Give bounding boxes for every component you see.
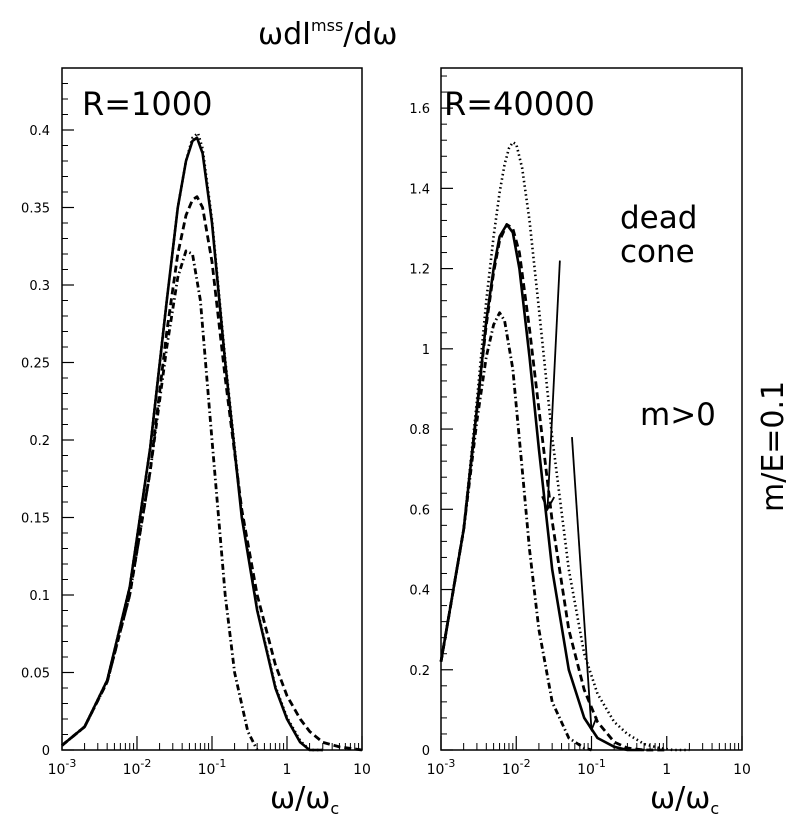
y-tick-label: 0.1 [29,589,50,604]
curves-left [61,131,363,752]
y-axis-left: 0 0.05 0.1 0.15 0.2 0.25 0.3 0.35 0.4 [21,83,74,759]
annotation-text: cone [620,234,695,270]
x-axis-title-main: ω/ω [650,781,710,816]
series-dashed-curve [439,223,667,752]
y-tick-label: 0.8 [409,423,430,438]
y-tick-label: 0.2 [29,434,50,449]
x-tick-label: 10-2 [123,757,152,778]
annotation-text: m>0 [640,397,716,433]
series-dotted-curve [439,140,690,752]
series-dashdot-curve [61,249,259,751]
x-axis-title-sub: c [710,799,719,818]
panel-left: 00.050.10.150.20.250.30.350.4 10-3 10-2 10… [21,67,371,818]
y-tick-label: 0 [422,744,430,759]
y-tick-label: 0.05 [21,667,50,682]
x-tick-label: 1 [662,762,671,778]
y-tick-label: 0.6 [409,503,430,518]
series-dashed-curve [61,195,363,752]
figure-title-tail: /dω [343,17,397,52]
figure-title: ωdImss/dω [258,16,398,52]
y-tick-label: 1.2 [409,263,430,278]
x-axis-title-main: ω/ω [270,781,330,816]
panel-label-right: R=40000 [444,85,595,123]
side-label: m/E=0.1 [756,381,788,512]
x-axis-left: 10-3 10-2 10-1 1 10 [48,736,371,778]
y-tick-label: 0.4 [409,584,430,599]
x-tick-label: 10 [733,762,751,778]
annotation-arrow [571,437,593,731]
x-tick-label: 10-2 [502,757,531,778]
plot-frame-left [61,67,363,751]
annotation-arrowhead [583,716,598,733]
y-tick-label: 0.15 [21,512,50,527]
y-tick-label: 0.2 [409,664,430,679]
y-tick-label: 0 [42,744,50,759]
x-tick-label: 1 [283,762,292,778]
x-tick-label: 10-3 [427,757,456,778]
annotation-arrow [546,260,561,510]
y-tick-label: 0.3 [29,279,50,294]
y-tick-label: 0.25 [21,357,50,372]
figure-title-sup: mss [311,16,343,35]
panel-right: 00.20.40.60.811.21.41.6 10-3 10-2 10-1 1 10 … [409,67,751,818]
y-tick-label: 1.6 [409,102,430,117]
y-axis-right: 0 0.2 0.4 0.6 0.8 1 1.2 1.4 1.6 [409,75,453,759]
series-dashdot-curve [439,311,592,752]
y-tick-label: 1.4 [409,182,430,197]
y-tick-label: 0.35 [21,202,50,217]
annotation-text: dead [620,200,697,236]
y-tick-label: 1 [422,343,430,358]
x-axis-right: 10-3 10-2 10-1 1 10 [427,736,751,778]
x-tick-label: 10-1 [198,757,227,778]
series-dotted-curve [61,131,323,752]
annotation-arrowhead [541,496,555,512]
figure-title-main: ωdI [258,17,311,52]
x-tick-label: 10-3 [48,757,77,778]
x-tick-label: 10 [353,762,371,778]
panel-label-left: R=1000 [82,85,212,123]
y-tick-label: 0.4 [29,124,50,139]
x-axis-title-sub: c [330,799,339,818]
curves-right [439,140,690,752]
x-axis-title-left: ω/ωc [270,781,339,818]
series-solid-curve [439,223,645,752]
x-axis-title-right: ω/ωc [650,781,719,818]
x-tick-label: 10-1 [577,757,606,778]
series-solid-curve [61,136,323,752]
